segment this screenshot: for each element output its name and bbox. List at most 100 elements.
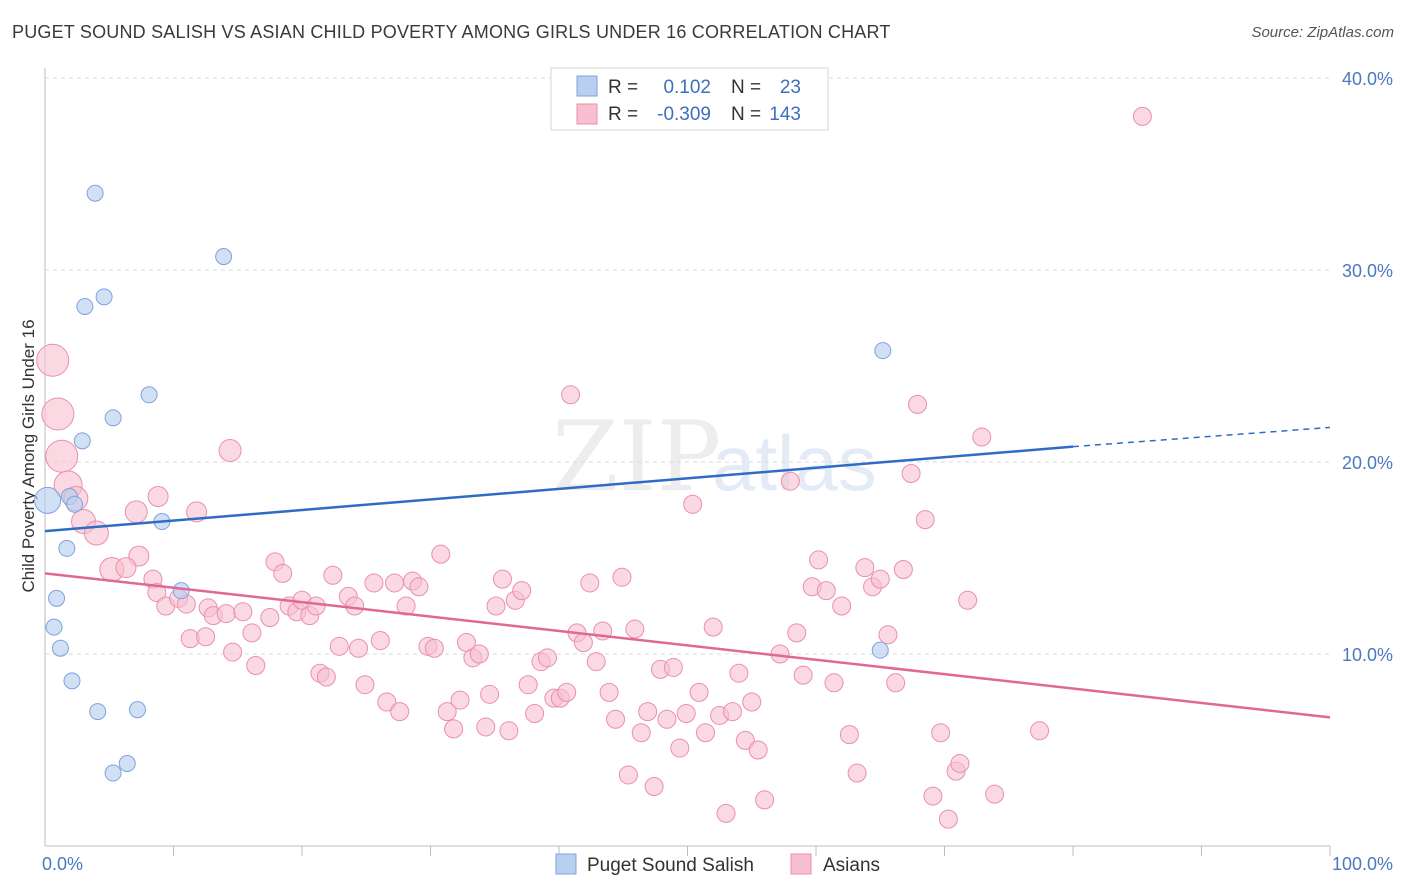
asian-point	[755, 790, 775, 810]
watermark-zip: ZIP	[552, 401, 721, 513]
asian-point	[625, 619, 645, 639]
asian-r-label: R =	[608, 104, 638, 125]
asian-point	[345, 596, 365, 616]
asian-point	[855, 558, 875, 578]
asian-point	[273, 563, 293, 583]
asian-point	[36, 343, 70, 377]
asian-point	[716, 803, 736, 823]
asian-point	[748, 740, 768, 760]
salish-point	[104, 764, 122, 782]
asian-point	[186, 501, 208, 523]
asian-point	[561, 385, 581, 405]
stats-legend: R = 0.102 N = 23 R = -0.309 N = 143	[550, 67, 829, 131]
asian-point	[518, 675, 538, 695]
asian-point	[385, 573, 405, 593]
asian-point	[824, 673, 844, 693]
salish-point	[34, 486, 62, 514]
y-tick-label: 20.0%	[1342, 453, 1393, 473]
asian-point	[586, 652, 606, 672]
asian-point	[631, 723, 651, 743]
asian-point	[958, 590, 978, 610]
asian-point	[870, 569, 890, 589]
asian-point	[437, 702, 457, 722]
asian-point	[599, 682, 619, 702]
asian-point	[787, 623, 807, 643]
asian-point	[469, 644, 489, 664]
asian-point	[809, 550, 829, 570]
asian-point	[147, 486, 169, 508]
asian-point	[729, 663, 749, 683]
salish-r-label: R =	[608, 77, 638, 98]
asian-point	[246, 656, 266, 676]
salish-legend-swatch	[576, 75, 598, 97]
asian-point	[329, 636, 349, 656]
asian-point	[972, 427, 992, 447]
chart-title: PUGET SOUND SALISH VS ASIAN CHILD POVERT…	[12, 22, 891, 42]
salish-point	[172, 582, 190, 600]
asian-point	[480, 684, 500, 704]
asian-point	[216, 604, 236, 624]
asian-point	[839, 725, 859, 745]
asian-point	[878, 625, 898, 645]
asian-point	[476, 717, 496, 737]
asian-point	[606, 709, 626, 729]
asian-point	[233, 602, 253, 622]
asian-point	[1030, 721, 1050, 741]
asian-point	[390, 702, 410, 722]
grid-lines	[45, 77, 1330, 655]
y-tick-label: 10.0%	[1342, 645, 1393, 665]
salish-point	[66, 495, 84, 513]
asian-point	[196, 627, 216, 647]
salish-r-value: 0.102	[663, 77, 711, 98]
asian-point	[124, 500, 148, 524]
series-legend-asian-swatch	[790, 853, 812, 875]
asian-n-label: N =	[731, 104, 761, 125]
asian-point	[780, 471, 800, 491]
salish-point	[63, 672, 81, 690]
series-legend-asian-label: Asians	[823, 855, 880, 876]
asian-point	[618, 765, 638, 785]
asian-point	[147, 583, 167, 603]
asian-point	[703, 617, 723, 637]
asian-point	[638, 702, 658, 722]
y-tick-label: 40.0%	[1342, 69, 1393, 89]
asian-point	[45, 439, 79, 473]
asian-r-value: -0.309	[657, 104, 711, 125]
asian-point	[1132, 106, 1152, 126]
asian-point	[580, 573, 600, 593]
asian-legend-swatch	[576, 103, 598, 125]
asian-point	[689, 682, 709, 702]
salish-point	[73, 432, 91, 450]
asian-point	[832, 596, 852, 616]
asian-point	[316, 667, 336, 687]
salish-point	[118, 754, 136, 772]
salish-point	[58, 539, 76, 557]
asian-point	[364, 573, 384, 593]
asian-point	[242, 623, 262, 643]
asian-point	[499, 721, 519, 741]
salish-n-label: N =	[731, 77, 761, 98]
x-tick-label-max: 100.0%	[1332, 854, 1393, 874]
salish-point	[215, 248, 233, 266]
asian-point	[676, 704, 696, 724]
asian-point	[450, 690, 470, 710]
salish-point	[95, 288, 113, 306]
watermark-atlas: atlas	[712, 419, 877, 507]
asian-point	[409, 577, 429, 597]
x-tick-label-min: 0.0%	[42, 854, 83, 874]
salish-points	[34, 184, 892, 782]
asian-point	[816, 581, 836, 601]
asian-point	[370, 631, 390, 651]
y-axis-tick-labels: 10.0% 20.0% 30.0% 40.0%	[1342, 69, 1393, 665]
asian-point	[847, 763, 867, 783]
asian-point	[901, 464, 921, 484]
series-legend-salish-swatch	[555, 853, 577, 875]
asian-point	[931, 723, 951, 743]
y-tick-label: 30.0%	[1342, 261, 1393, 281]
salish-point	[45, 618, 63, 636]
asian-point	[41, 397, 75, 431]
salish-point	[76, 297, 94, 315]
asian-point	[83, 520, 109, 546]
salish-trend-extension	[1072, 426, 1331, 448]
salish-point	[89, 703, 107, 721]
